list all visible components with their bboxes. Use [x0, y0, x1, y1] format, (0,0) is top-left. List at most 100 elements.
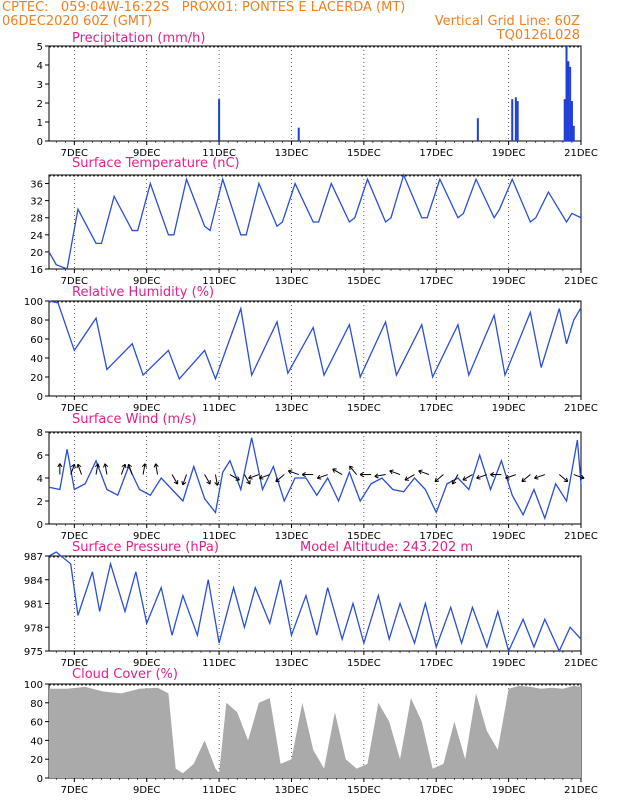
- wind-arrow-head: [97, 463, 100, 468]
- precip-bar: [511, 99, 514, 141]
- wind-arrow-head: [434, 477, 437, 482]
- x-tick-label: 21DEC: [564, 276, 598, 287]
- y-tick-label: 975: [24, 647, 43, 658]
- x-tick-label: 21DEC: [564, 785, 598, 796]
- precip-bar: [572, 125, 575, 141]
- y-tick-label: 0: [37, 774, 43, 785]
- y-tick-label: 987: [24, 552, 43, 563]
- x-tick-label: 15DEC: [347, 785, 381, 796]
- wind-arrow: [243, 474, 251, 485]
- wind-arrow-head: [359, 474, 364, 478]
- x-tick-label: 15DEC: [347, 148, 381, 159]
- x-tick-label: 7DEC: [61, 276, 88, 287]
- y-tick-label: 0: [37, 392, 43, 403]
- precip-bar: [569, 66, 572, 141]
- wind-arrow-head: [389, 470, 393, 475]
- wind-arrow: [104, 463, 108, 475]
- x-tick-label: 17DEC: [419, 531, 453, 542]
- y-tick-label: 984: [24, 576, 43, 587]
- x-tick-label: 13DEC: [275, 403, 309, 414]
- wind-arrow: [288, 470, 299, 476]
- x-tick-label: 9DEC: [133, 531, 160, 542]
- wind-arrow: [404, 474, 415, 481]
- wind-arrow-head: [127, 464, 129, 469]
- wind-arrow: [476, 474, 488, 479]
- wind-arrow-head: [71, 463, 75, 468]
- panel-frame-0: [48, 45, 582, 142]
- wind-arrow: [120, 464, 126, 475]
- x-tick-label: 7DEC: [61, 785, 88, 796]
- wind-arrow-head: [301, 471, 306, 475]
- y-tick-label: 5: [37, 42, 43, 53]
- wind-arrow: [95, 463, 99, 475]
- wind-arrow-head: [104, 463, 109, 468]
- wind-arrow-head: [316, 474, 321, 479]
- wind-arrow-head: [128, 463, 132, 468]
- wind-arrow-head: [155, 463, 159, 468]
- wind-arrow-head: [418, 469, 423, 472]
- wind-arrow: [505, 474, 517, 479]
- x-tick-label: 15DEC: [347, 403, 381, 414]
- y-tick-label: 80: [30, 699, 43, 710]
- x-tick-label: 9DEC: [133, 276, 160, 287]
- x-tick-label: 11DEC: [202, 276, 236, 287]
- x-tick-label: 9DEC: [133, 148, 160, 159]
- wind-arrow: [452, 474, 459, 485]
- x-tick-label: 9DEC: [133, 785, 160, 796]
- precip-bar: [218, 99, 221, 141]
- wind-arrow-head: [534, 474, 538, 479]
- wind-arrow-head: [246, 481, 251, 485]
- y-tick-label: 80: [30, 316, 43, 327]
- wind-arrow-head: [182, 482, 187, 486]
- header-station: CPTEC: 059:04W-16:22S PROX01: PONTES E L…: [2, 0, 406, 15]
- precip-bar: [567, 61, 570, 142]
- wind-arrow-head: [214, 482, 218, 486]
- wind-arrow-head: [349, 465, 354, 468]
- wind-arrow-head: [248, 477, 253, 480]
- y-tick-label: 2: [37, 497, 43, 508]
- panel-frame-3: [48, 431, 582, 525]
- y-tick-label: 20: [30, 755, 43, 766]
- x-tick-label: 13DEC: [275, 785, 309, 796]
- wind-arrow: [521, 474, 531, 483]
- panel-title: Surface Pressure (hPa): [72, 540, 219, 555]
- x-tick-label: 7DEC: [61, 531, 88, 542]
- y-tick-label: 36: [30, 180, 43, 191]
- x-tick-label: 19DEC: [492, 148, 526, 159]
- panel-title: Cloud Cover (%): [72, 667, 178, 682]
- x-tick-label: 17DEC: [419, 276, 453, 287]
- y-tick-label: 981: [24, 600, 43, 611]
- wind-arrow-head: [121, 463, 126, 468]
- wind-arrow: [558, 474, 569, 483]
- wind-arrow-head: [521, 477, 524, 482]
- wind-arrow-head: [490, 474, 495, 478]
- y-tick-label: 60: [30, 335, 43, 346]
- wind-arrow-head: [374, 473, 379, 477]
- wind-arrow-head: [181, 480, 184, 485]
- y-tick-label: 8: [37, 428, 43, 439]
- wind-arrow-head: [462, 476, 466, 481]
- wind-arrow-head: [124, 464, 127, 469]
- x-tick-label: 11DEC: [202, 658, 236, 669]
- wind-arrow-head: [57, 463, 61, 468]
- wind-arrow: [229, 474, 240, 481]
- x-tick-label: 15DEC: [347, 276, 381, 287]
- wind-arrow-head: [505, 477, 510, 480]
- wind-arrow-head: [404, 476, 408, 481]
- wind-arrow-head: [563, 480, 568, 483]
- x-tick-label: 15DEC: [347, 658, 381, 669]
- y-tick-label: 6: [37, 451, 43, 462]
- x-tick-label: 11DEC: [202, 148, 236, 159]
- wind-arrow-head: [301, 474, 306, 478]
- wind-arrow: [332, 468, 343, 475]
- wind-arrow-head: [452, 481, 457, 485]
- wind-arrow-head: [76, 464, 79, 469]
- x-tick-label: 21DEC: [564, 148, 598, 159]
- wind-arrow-head: [103, 463, 106, 468]
- precip-bar: [297, 127, 300, 141]
- wind-arrow-head: [275, 480, 280, 483]
- wind-arrow-head: [206, 481, 211, 485]
- x-tick-label: 17DEC: [419, 403, 453, 414]
- x-tick-label: 17DEC: [419, 658, 453, 669]
- x-tick-label: 7DEC: [61, 403, 88, 414]
